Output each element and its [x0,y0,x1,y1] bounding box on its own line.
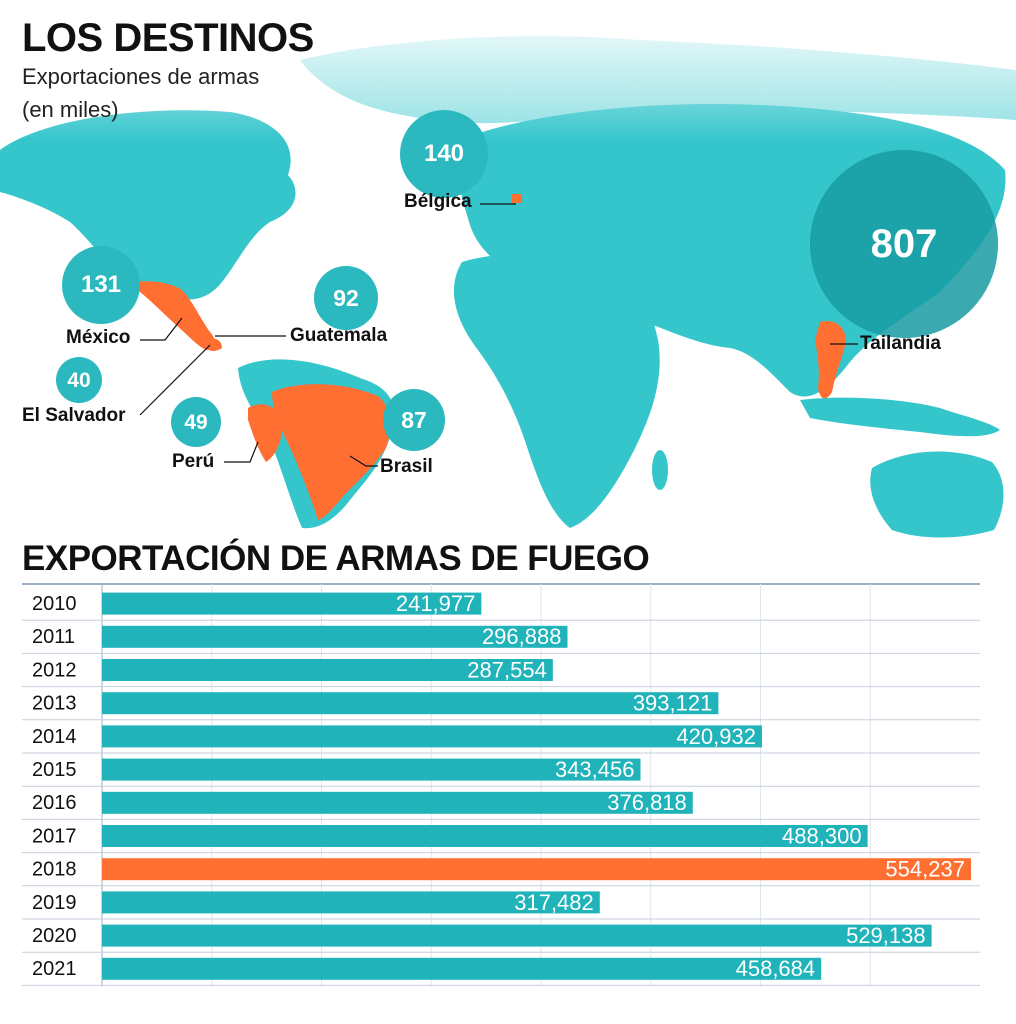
brasil-label: Brasil [380,456,433,477]
year-label-2013: 2013 [32,693,77,715]
el-salvador-label: El Salvador [22,405,126,426]
north-america-landmass [0,110,296,300]
bar-2013 [102,692,719,715]
mexico-shape [135,281,215,350]
bar-2016 [102,791,693,814]
brasil-bubble: 87 [383,389,445,451]
bar-value-label-2018: 554,237 [885,857,965,882]
mexico-leader [140,317,183,341]
bar-chart: 2010 241,977 2011 296,888 2012 287,554 2013 393… [22,583,980,987]
map-subtitle: Exportaciones de armas [22,64,260,89]
bar-2020 [102,924,932,947]
indonesia-landmass [800,397,1000,437]
bar-value-label-2012: 287,554 [467,657,547,682]
tailandia-label: Tailandia [860,333,941,354]
year-label-2021: 2021 [32,958,77,980]
guatemala-label: Guatemala [290,325,388,346]
bar-2014 [102,725,762,748]
year-label-2020: 2020 [32,925,77,947]
belgica-label: Bélgica [404,191,472,212]
year-label-2017: 2017 [32,825,77,847]
bar-value-label-2016: 376,818 [607,790,687,815]
world-map-section: LOS DESTINOS Exportaciones de armas (en … [0,0,1016,538]
guatemala-shape [206,338,222,351]
belgica-bubble: 140 [400,110,488,198]
year-label-2018: 2018 [32,859,77,881]
mexico-label: México [66,327,131,348]
brazil-shape [272,384,391,520]
bar-value-label-2021: 458,684 [736,956,816,981]
bar-value-label-2017: 488,300 [782,823,862,848]
year-label-2010: 2010 [32,593,77,615]
year-label-2012: 2012 [32,659,77,681]
map-unit-note: (en miles) [22,97,119,122]
bar-chart-title: EXPORTACIÓN DE ARMAS DE FUEGO [22,539,650,578]
year-label-2015: 2015 [32,759,77,781]
peru-leader [224,441,259,463]
bar-2021 [102,957,822,980]
tailandia-bubble: 807 [810,150,998,338]
year-label-2011: 2011 [32,626,75,648]
el-salvador-leader [139,344,211,416]
bar-value-label-2015: 343,456 [555,757,635,782]
bar-2019 [102,891,600,914]
bar-value-label-2013: 393,121 [633,691,713,716]
peru-label: Perú [172,451,215,472]
bar-value-label-2019: 317,482 [514,890,594,915]
bar-value-label-2020: 529,138 [846,923,926,948]
bar-2010 [102,592,482,615]
peru-shape [248,404,283,462]
el-salvador-bubble: 40 [56,357,102,403]
bar-2011 [102,625,568,648]
bar-2015 [102,758,641,781]
year-label-2016: 2016 [32,792,77,814]
bar-value-label-2014: 420,932 [676,724,756,749]
year-label-2014: 2014 [32,726,77,748]
bar-2017 [102,825,868,847]
year-label-2019: 2019 [32,892,77,914]
mexico-bubble: 131 [62,246,140,324]
map-title: LOS DESTINOS [22,16,314,60]
brasil-leader [349,455,378,467]
peru-bubble: 49 [171,397,221,447]
bar-2012 [102,659,553,681]
africa-landmass [453,253,660,528]
bar-value-label-2011: 296,888 [482,624,562,649]
madagascar-landmass [652,450,668,490]
bar-2018 [102,858,971,881]
belgium-shape [512,194,522,203]
australia-landmass [870,451,1004,538]
bar-value-label-2010: 241,977 [396,591,476,616]
guatemala-bubble: 92 [314,266,378,330]
thailand-shape [815,320,846,399]
